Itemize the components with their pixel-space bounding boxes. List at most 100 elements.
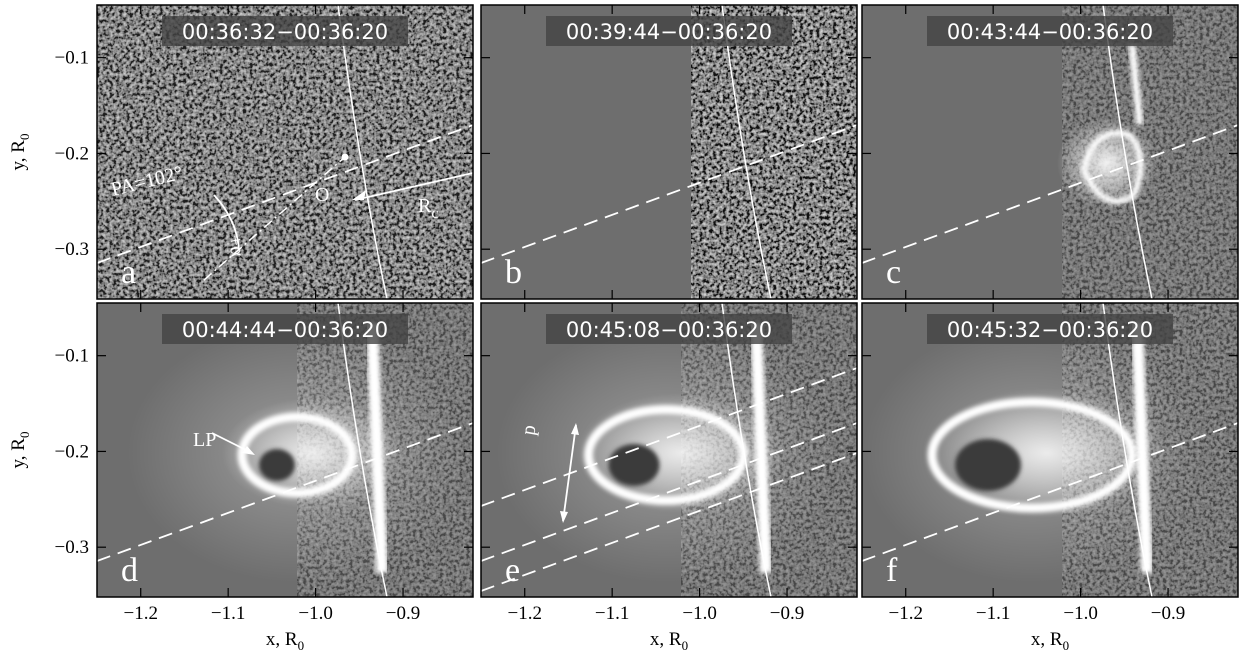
panel: 00:45:32−00:36:20 f (861, 302, 1239, 598)
panel-image: 00:39:44−00:36:20 b (481, 5, 857, 299)
x-tick-label: −1.1 (211, 603, 245, 624)
panel: 00:43:44−00:36:20 c (861, 4, 1239, 300)
x-tick-label: −1.0 (682, 603, 716, 624)
pa-line (862, 422, 1238, 562)
x-tick-label: −1.2 (507, 603, 541, 624)
x-tick-label: −1.2 (888, 603, 922, 624)
loop (237, 412, 357, 498)
panel-frame (480, 4, 858, 300)
panel-letter: a (121, 254, 136, 291)
x-tick-label: −0.9 (770, 603, 804, 624)
cavity (955, 439, 1021, 491)
rc-label: Rc (418, 195, 438, 222)
cavity (259, 449, 295, 481)
p-label: p (517, 423, 540, 437)
cavity (608, 444, 660, 486)
title-box (546, 16, 792, 46)
limb (337, 5, 388, 299)
title-box (927, 16, 1173, 46)
spike (366, 322, 388, 574)
pa-line (481, 452, 857, 592)
x-axis-label: x, R0 (650, 629, 688, 653)
y-tick-label: −0.2 (55, 143, 89, 164)
x-tick-label: −1.0 (1063, 603, 1097, 624)
y-tick-label: −0.2 (55, 441, 89, 462)
panel-frame (480, 302, 858, 598)
y-axis-label: y, R0 (8, 134, 32, 171)
pa-line (97, 422, 473, 562)
panel-title: 00:44:44−00:36:20 (182, 318, 388, 342)
y-tick-label: −0.3 (55, 537, 89, 558)
p-arrow (562, 424, 577, 522)
panel-title: 00:45:08−00:36:20 (566, 318, 772, 342)
limb (1102, 303, 1153, 597)
noise (691, 5, 857, 299)
panel-image: 00:36:32−00:36:20 a (97, 5, 473, 299)
alpha-line (203, 156, 346, 281)
panel: 00:36:32−00:36:20 a (96, 4, 474, 300)
x-tick-label: −1.1 (595, 603, 629, 624)
panel-image: 00:44:44−00:36:20 d (97, 303, 473, 597)
panel: 00:44:44−00:36:20 d (96, 302, 474, 598)
x-tick-label: −1.1 (976, 603, 1010, 624)
x-tick-label: −0.9 (386, 603, 420, 624)
panel-frame (861, 4, 1239, 300)
panel-title: 00:39:44−00:36:20 (566, 20, 772, 44)
y-tick-label: −0.1 (55, 346, 89, 367)
limb (721, 303, 772, 597)
spike (750, 322, 772, 574)
spike (1131, 322, 1153, 574)
panel-image: 00:43:44−00:36:20 c (862, 5, 1238, 299)
panel-image: 00:45:32−00:36:20 f (862, 303, 1238, 597)
pa-line (481, 367, 857, 507)
spike (1128, 44, 1144, 126)
panel-title: 00:43:44−00:36:20 (947, 20, 1153, 44)
panel-frame (861, 302, 1239, 598)
title-box (546, 314, 792, 344)
x-tick-label: −1.2 (123, 603, 157, 624)
origin-label: O (315, 184, 329, 206)
pa-line (97, 124, 473, 264)
limb (721, 5, 772, 299)
x-axis-label: x, R0 (1031, 629, 1069, 653)
rc-arrow (354, 172, 473, 201)
pa-line (481, 124, 857, 264)
panel-letter: d (121, 552, 138, 589)
title-box (162, 16, 408, 46)
panel-letter: b (505, 254, 522, 291)
title-box (162, 314, 408, 344)
lp-label: LP (193, 429, 216, 451)
x-tick-label: −1.0 (298, 603, 332, 624)
p-head (560, 423, 579, 523)
origin-dot (341, 153, 349, 161)
y-axis-label: y, R0 (8, 432, 32, 469)
panel: 00:39:44−00:36:20 b (480, 4, 858, 300)
alpha-label: +α (223, 233, 249, 259)
panel-frame (96, 4, 474, 300)
title-box (927, 314, 1173, 344)
limb (1102, 5, 1153, 299)
loop (584, 405, 748, 505)
panel-letter: f (886, 552, 898, 589)
pa-line (862, 124, 1238, 264)
lp-head (242, 446, 255, 455)
panel: 00:45:08−00:36:20 e (480, 302, 858, 598)
loop (927, 397, 1137, 513)
panel-title: 00:36:32−00:36:20 (182, 20, 388, 44)
panel-title: 00:45:32−00:36:20 (947, 318, 1153, 342)
x-axis-label: x, R0 (266, 629, 304, 653)
noise (97, 5, 473, 299)
panel-frame (96, 302, 474, 598)
x-tick-label: −0.9 (1151, 603, 1185, 624)
panel-letter: c (886, 254, 901, 291)
alpha-arc (213, 194, 240, 251)
limb (337, 303, 388, 597)
rc-head (352, 190, 366, 200)
panel-letter: e (505, 552, 520, 589)
y-tick-label: −0.3 (55, 239, 89, 260)
panel-image: 00:45:08−00:36:20 e (481, 303, 857, 597)
y-tick-label: −0.1 (55, 48, 89, 69)
pa-line (481, 422, 857, 562)
